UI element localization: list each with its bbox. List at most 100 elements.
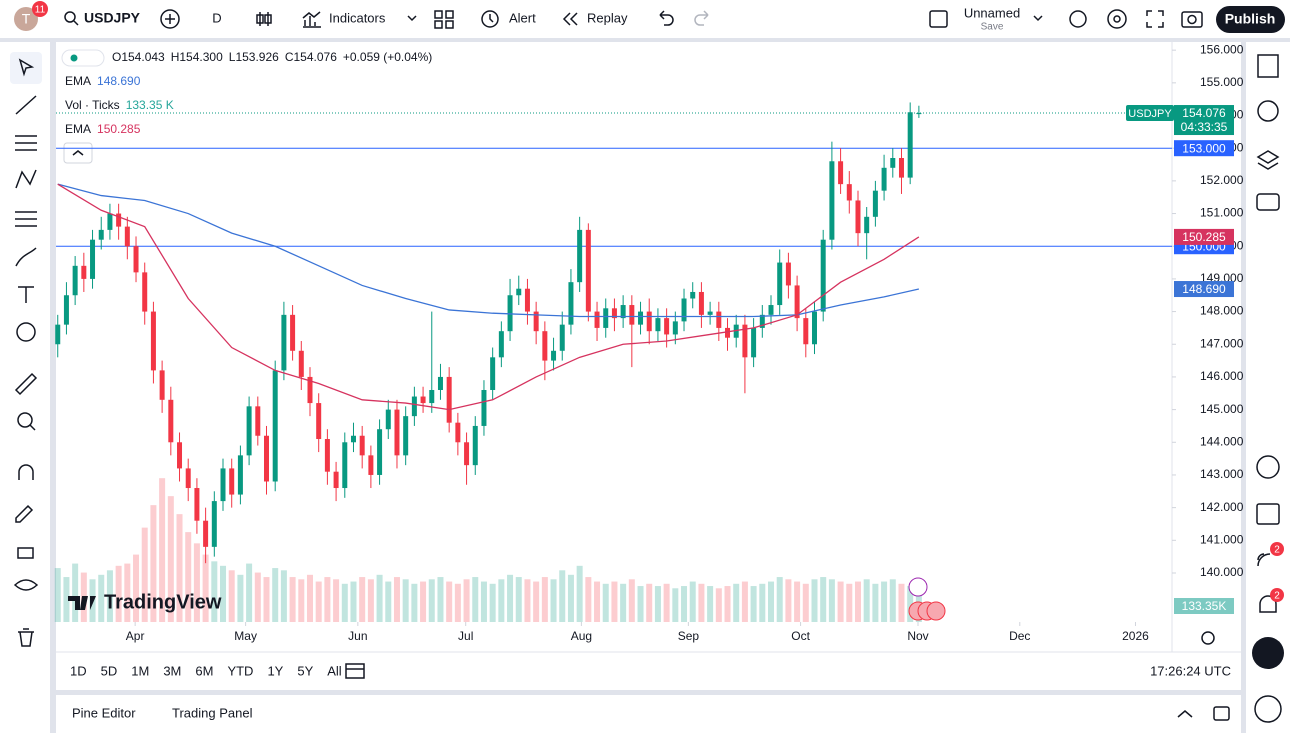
redo-icon[interactable] [694, 10, 709, 26]
forecast-tool[interactable] [15, 211, 37, 227]
event-icon[interactable] [926, 601, 946, 621]
y-tick-label: 152.000 [1200, 173, 1244, 187]
fib-tool[interactable] [15, 135, 37, 151]
legend-toggle[interactable] [61, 49, 105, 67]
chart-style-icon[interactable] [256, 12, 272, 26]
replay[interactable]: Replay [587, 10, 628, 25]
search-icon [73, 20, 79, 26]
maximize-icon[interactable] [1213, 706, 1230, 721]
candle-body [437, 376, 443, 390]
candle-body [72, 265, 78, 296]
ruler-tool[interactable] [14, 372, 38, 396]
timeframe-button[interactable]: 6M [195, 663, 213, 678]
candle-body [90, 239, 96, 279]
volume-bar [133, 554, 140, 622]
layout-icon[interactable] [929, 10, 948, 28]
collapse-legend[interactable] [63, 142, 93, 164]
timeframe-button[interactable]: 5Y [297, 663, 313, 678]
volume-bar [741, 581, 748, 622]
interval[interactable]: D [212, 10, 221, 25]
candle-body [646, 311, 652, 332]
indicators[interactable]: Indicators [329, 10, 386, 25]
x-tick-label: Jul [458, 629, 473, 643]
volume-bar [515, 577, 522, 622]
candle-body [603, 308, 609, 328]
volume-bar [715, 588, 722, 622]
timeframe-button[interactable]: YTD [227, 663, 253, 678]
pine-editor-tab[interactable]: Pine Editor [72, 705, 136, 720]
layers-icon[interactable] [1256, 150, 1280, 170]
fullscreen-icon[interactable] [1146, 10, 1164, 28]
text-tool[interactable] [18, 286, 34, 303]
volume-bar [872, 583, 879, 622]
quick-search-icon[interactable] [1069, 10, 1087, 28]
layout-name[interactable]: Unnamed [964, 5, 1020, 20]
candle-body [542, 331, 548, 361]
news-icon[interactable] [1257, 553, 1271, 567]
lock-tool[interactable] [17, 547, 34, 559]
dropdown-icon[interactable] [407, 15, 417, 22]
stay-drawing-tool[interactable] [15, 504, 34, 523]
legend-text: EMA [65, 122, 91, 136]
candle-body [290, 314, 296, 351]
timeframe-button[interactable]: All [327, 663, 342, 678]
timeframe-button[interactable]: 5D [101, 663, 118, 678]
publish-button[interactable] [1216, 6, 1285, 33]
candle-body [385, 409, 391, 430]
expand-icon[interactable] [1177, 710, 1193, 718]
zoom-tool[interactable] [17, 412, 33, 428]
timeframe-button[interactable]: 1Y [267, 663, 283, 678]
candle-body [264, 435, 270, 482]
timeframe-button[interactable]: 1D [70, 663, 87, 678]
compare-icon[interactable] [160, 9, 180, 29]
notifications-icon[interactable] [1259, 595, 1277, 613]
y-tick-label: 155.000 [1200, 75, 1244, 89]
dropdown-icon[interactable] [1033, 15, 1043, 22]
cursor-tool[interactable] [18, 58, 35, 77]
badge-count: 11 [35, 5, 46, 16]
alert-icon [481, 10, 499, 28]
event-icon[interactable] [908, 577, 928, 597]
snapshot-icon[interactable] [1181, 11, 1203, 28]
magnet-tool[interactable] [18, 464, 34, 480]
trading-panel-tab[interactable]: Trading Panel [172, 705, 253, 720]
settings-icon[interactable] [1107, 9, 1127, 29]
axis-settings-icon[interactable] [1201, 631, 1215, 645]
volume-bar [663, 583, 670, 622]
candle-body [420, 396, 426, 404]
legend-text: 148.690 [97, 74, 141, 88]
logo [68, 596, 96, 610]
layouts-icon[interactable] [434, 10, 454, 29]
symbol[interactable]: USDJPY [84, 10, 141, 26]
volume-bar [289, 577, 296, 622]
candle-body [803, 318, 809, 345]
alert[interactable]: Alert [509, 10, 536, 25]
candle-body [864, 216, 870, 234]
volume-bar [672, 588, 679, 622]
alerts-icon[interactable] [1257, 100, 1279, 122]
ideas-icon[interactable] [1256, 455, 1280, 479]
chat-icon[interactable] [1256, 193, 1280, 211]
help-icon[interactable] [1254, 695, 1282, 723]
pattern-tool[interactable] [15, 169, 37, 189]
volume-bar [202, 554, 209, 622]
volume-bar [472, 577, 479, 622]
icon-tool[interactable] [16, 322, 36, 342]
avatar[interactable] [14, 7, 38, 31]
timeframe-button[interactable]: 3M [163, 663, 181, 678]
trend-line-tool[interactable] [15, 95, 37, 115]
candle-body [368, 455, 374, 475]
watchlist-icon[interactable] [1257, 54, 1279, 78]
brush-tool[interactable] [15, 247, 37, 267]
candle-body [664, 318, 670, 335]
timeframe-button[interactable]: 1M [131, 663, 149, 678]
trash-tool[interactable] [18, 628, 34, 647]
goto-date-icon[interactable] [345, 663, 365, 679]
volume-bar [863, 579, 870, 622]
plot: 140.000 141.000 142.000 143.000 144.000 145.0… [54, 42, 1244, 643]
undo-icon[interactable] [659, 10, 674, 26]
visibility-tool[interactable] [13, 579, 39, 591]
apps-button[interactable] [1252, 637, 1284, 669]
calendar-icon[interactable] [1256, 503, 1280, 525]
